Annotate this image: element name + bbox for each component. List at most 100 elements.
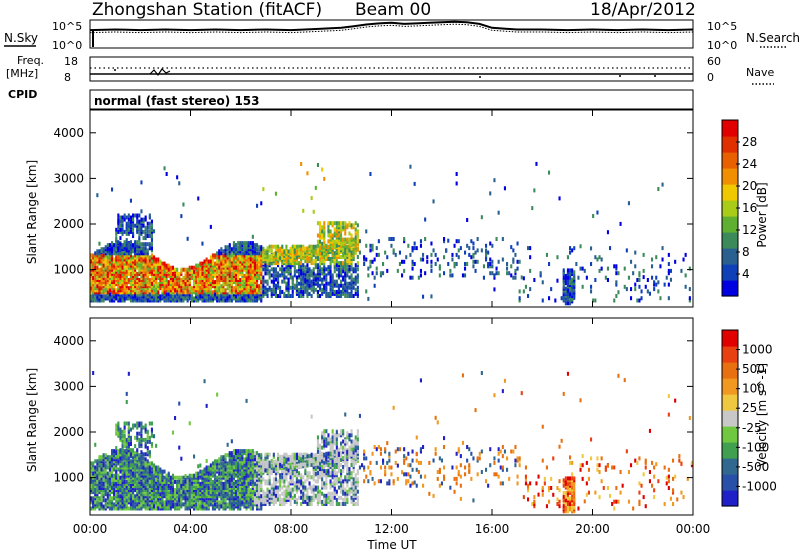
range-time-cell — [180, 456, 183, 461]
range-time-cell — [218, 484, 221, 488]
range-time-cell — [321, 229, 324, 234]
range-time-cell — [239, 280, 242, 285]
range-time-cell — [228, 288, 231, 293]
range-time-cell — [102, 276, 105, 280]
range-time-cell — [201, 284, 204, 289]
range-time-cell — [129, 473, 132, 478]
range-time-cell — [197, 464, 200, 469]
range-time-cell — [117, 488, 120, 493]
range-time-cell — [235, 449, 238, 454]
range-time-cell — [100, 469, 103, 474]
range-time-cell — [337, 294, 340, 298]
range-time-cell — [615, 294, 618, 298]
range-time-cell — [247, 245, 250, 250]
range-time-cell — [638, 271, 641, 276]
range-time-cell — [333, 269, 336, 274]
range-time-cell — [157, 469, 160, 474]
range-time-cell — [150, 219, 153, 224]
range-time-cell — [113, 502, 116, 507]
range-time-cell — [501, 257, 504, 262]
range-time-cell — [443, 237, 446, 241]
range-time-cell — [150, 265, 153, 270]
range-time-cell — [153, 463, 156, 468]
range-time-cell — [144, 231, 147, 236]
range-time-cell — [226, 269, 229, 274]
range-time-cell — [224, 453, 227, 458]
range-time-cell — [232, 453, 235, 458]
range-time-cell — [220, 292, 223, 297]
range-time-cell — [195, 496, 198, 501]
range-time-cell — [669, 268, 672, 273]
range-time-cell — [123, 484, 126, 488]
range-time-cell — [327, 244, 330, 249]
range-time-cell — [161, 479, 164, 484]
range-time-cell — [115, 506, 118, 511]
range-time-cell — [188, 271, 191, 276]
range-time-cell — [340, 227, 343, 232]
range-time-cell — [491, 243, 494, 248]
range-time-cell — [518, 289, 521, 294]
range-time-cell — [251, 269, 254, 274]
range-time-cell — [184, 474, 187, 478]
range-time-cell — [178, 484, 181, 488]
range-time-cell — [232, 286, 235, 291]
range-time-cell — [201, 276, 204, 280]
range-time-cell — [342, 277, 345, 282]
range-time-cell — [283, 294, 286, 298]
range-time-cell — [214, 296, 217, 301]
range-time-cell — [169, 276, 172, 280]
range-time-cell — [150, 506, 153, 511]
range-time-cell — [127, 292, 130, 297]
range-time-cell — [342, 237, 345, 242]
range-time-cell — [241, 284, 244, 289]
range-time-cell — [302, 281, 305, 286]
range-time-cell — [226, 477, 229, 482]
range-time-cell — [146, 242, 149, 247]
range-time-cell — [140, 242, 143, 247]
range-time-cell — [148, 504, 151, 509]
range-time-cell — [466, 243, 469, 248]
range-time-cell — [197, 271, 200, 276]
range-time-cell — [569, 268, 572, 273]
range-time-cell — [96, 479, 99, 484]
range-time-cell — [96, 500, 99, 505]
range-time-cell — [335, 289, 338, 294]
range-time-cell — [182, 502, 185, 507]
range-time-cell — [180, 271, 183, 276]
range-time-cell — [125, 442, 128, 446]
range-time-cell — [581, 284, 584, 289]
range-time-cell — [228, 294, 231, 299]
range-time-cell — [205, 292, 208, 297]
range-time-cell — [134, 248, 137, 253]
range-time-cell — [346, 245, 349, 250]
range-time-cell — [165, 265, 168, 270]
range-time-cell — [98, 479, 101, 484]
range-time-cell — [323, 255, 326, 259]
range-time-cell — [300, 263, 303, 268]
range-time-cell — [344, 221, 347, 226]
cpid-label: CPID — [8, 88, 37, 101]
range-time-cell — [129, 496, 132, 501]
range-time-cell — [144, 469, 147, 474]
range-time-cell — [106, 479, 109, 484]
range-time-cell — [161, 280, 164, 285]
range-time-cell — [199, 276, 202, 280]
range-time-cell — [344, 239, 347, 244]
range-time-cell — [119, 276, 122, 280]
range-time-cell — [682, 257, 685, 262]
range-time-cell — [159, 259, 162, 264]
range-time-cell — [356, 247, 359, 252]
range-time-cell — [106, 255, 109, 260]
range-time-cell — [121, 504, 124, 509]
mode-text: normal (fast stereo) 153 — [94, 94, 260, 108]
range-time-cell — [205, 265, 208, 270]
range-time-cell — [163, 296, 166, 301]
range-time-cell — [94, 257, 97, 262]
range-time-cell — [350, 279, 353, 284]
range-time-cell — [146, 229, 149, 234]
range-time-cell — [127, 253, 130, 258]
range-time-cell — [466, 262, 469, 266]
range-time-cell — [157, 479, 160, 484]
range-time-cell — [283, 267, 286, 272]
range-time-cell — [258, 261, 261, 266]
